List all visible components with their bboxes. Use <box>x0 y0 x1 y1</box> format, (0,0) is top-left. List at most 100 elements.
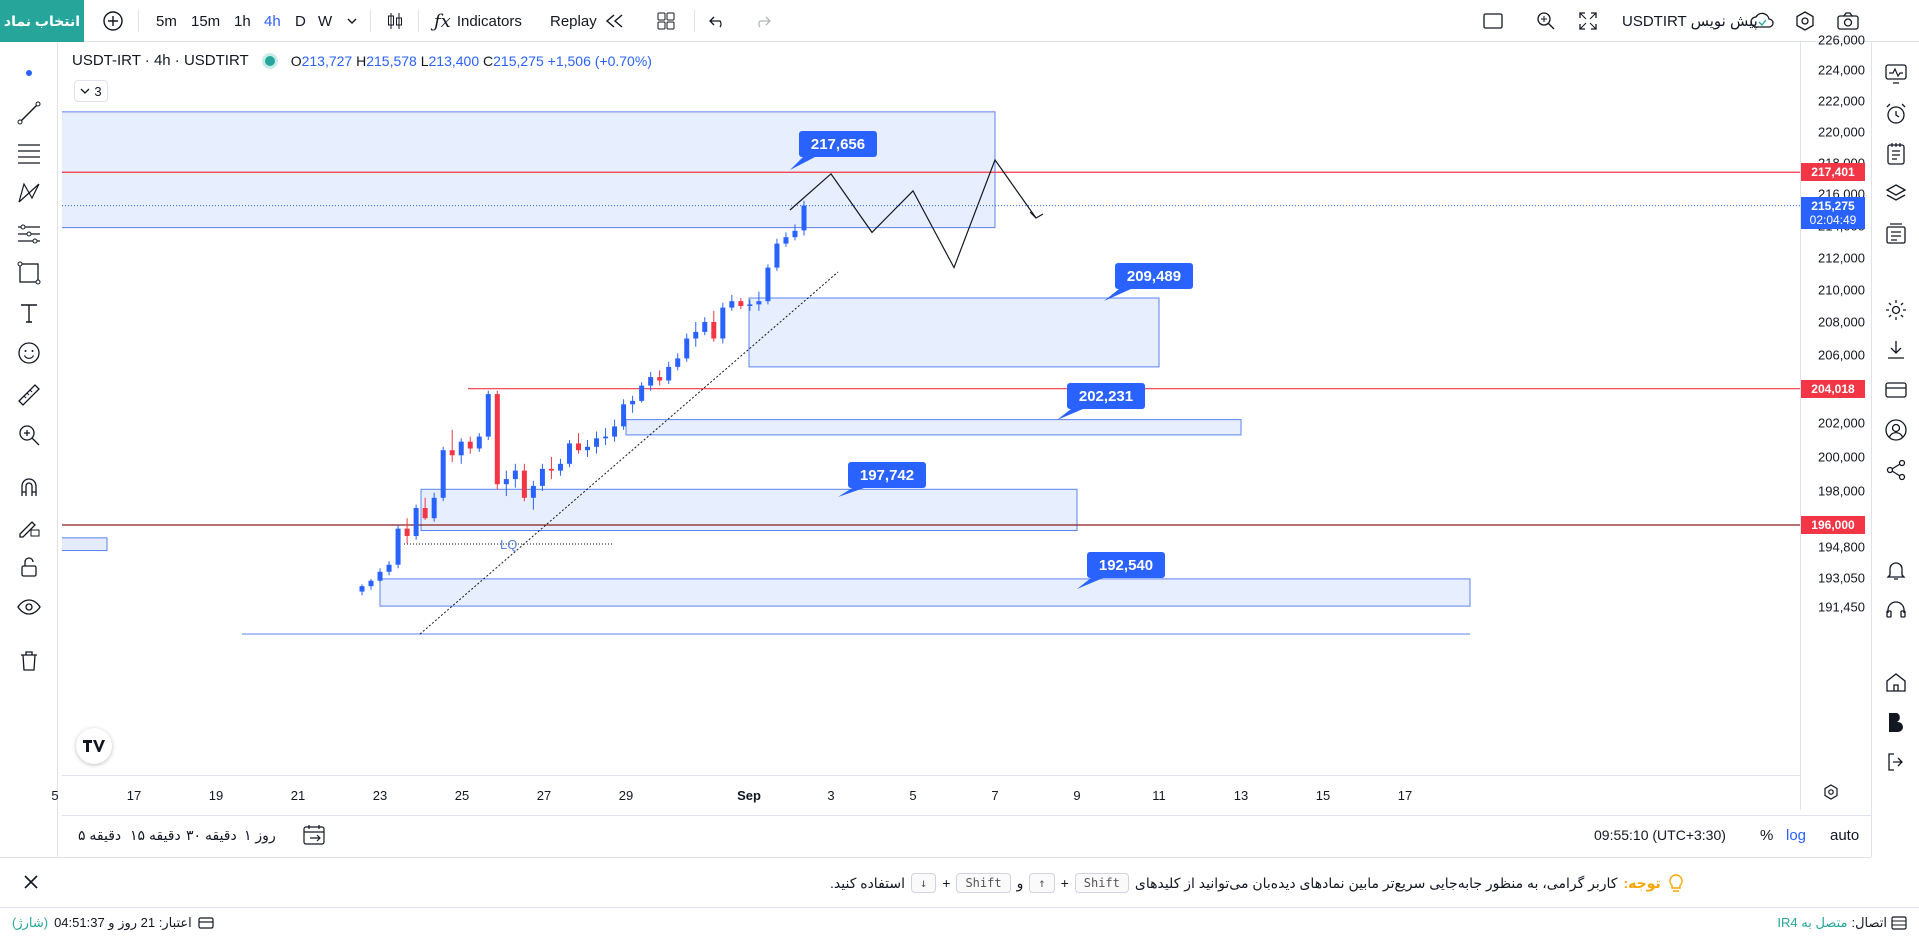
percent-toggle[interactable]: % <box>1760 826 1774 844</box>
range-1d[interactable]: ۱ روز <box>244 826 276 843</box>
prediction-tool[interactable] <box>14 218 44 248</box>
chart-type-button[interactable] <box>384 0 406 42</box>
unlock-icon <box>21 557 37 577</box>
legend-symbol[interactable]: USDT-IRT · 4h · USDTIRT <box>72 52 249 69</box>
monitor-button[interactable] <box>1882 60 1910 88</box>
interval-dropdown[interactable] <box>346 0 358 42</box>
interval-5m[interactable]: 5m <box>156 12 177 30</box>
home-button[interactable] <box>1882 668 1910 696</box>
download-button[interactable] <box>1882 336 1910 364</box>
fib-tool[interactable] <box>14 138 44 168</box>
candle-body <box>756 301 762 305</box>
trendline-tool[interactable] <box>14 98 44 128</box>
price-chart[interactable]: LQ 217,656 209,489 202,231 197,742 192,540 <box>62 42 1800 775</box>
profile-button[interactable] <box>1882 416 1910 444</box>
settings-side-button[interactable] <box>1882 296 1910 324</box>
visibility-tool[interactable] <box>14 592 44 622</box>
price-axis[interactable]: 226,000224,000222,000220,000218,000216,0… <box>1800 33 1871 810</box>
zoom-in-icon <box>19 425 40 446</box>
alerts-button[interactable] <box>1882 100 1910 128</box>
replay-button[interactable]: Replay <box>550 0 627 42</box>
drawing-mode-tool[interactable] <box>14 512 44 542</box>
pattern-tool[interactable] <box>14 178 44 208</box>
price-label-0[interactable]: 217,656 <box>790 131 877 170</box>
add-symbol-button[interactable] <box>102 0 124 42</box>
notice-bar: توجه: کاربر گرامی، به منظور جابه‌جایی سر… <box>0 857 1871 907</box>
emoji-tool[interactable] <box>14 338 44 368</box>
key-down: ↓ <box>911 873 937 893</box>
price-label-4[interactable]: 192,540 <box>1077 552 1165 589</box>
price-label-1[interactable]: 209,489 <box>1104 263 1193 301</box>
connection-status: اتصال: متصل به IR4 <box>1777 915 1907 931</box>
layers-button[interactable] <box>1882 180 1910 208</box>
magnet-tool[interactable] <box>14 472 44 502</box>
ruler-tool[interactable] <box>14 380 44 410</box>
watchlist-button[interactable] <box>1882 220 1910 248</box>
candle-body <box>765 267 771 302</box>
range-30m[interactable]: ۳۰ دقیقه <box>186 826 237 843</box>
indicators-button[interactable]: ƒx Indicators <box>434 0 522 42</box>
interval-4h[interactable]: 4h <box>264 12 281 30</box>
interval-d[interactable]: D <box>295 12 306 30</box>
smiley-icon <box>18 342 40 364</box>
share-button[interactable] <box>1882 456 1910 484</box>
notes-button[interactable] <box>1882 140 1910 168</box>
open-label: O <box>290 52 302 69</box>
fullscreen-button[interactable] <box>1578 0 1598 42</box>
candle-body <box>359 586 365 592</box>
settings-button[interactable] <box>1794 0 1816 42</box>
time-tick: 19 <box>208 788 224 803</box>
symbol-select-button[interactable]: انتخاب نماد <box>0 0 84 42</box>
log-toggle[interactable]: log <box>1786 826 1807 844</box>
plus-circle-icon <box>103 11 123 31</box>
plus-sign-2: + <box>942 875 951 891</box>
candle-body <box>621 404 627 427</box>
interval-15m[interactable]: 15m <box>191 12 221 30</box>
exit-button[interactable] <box>1882 748 1910 776</box>
candle-body <box>612 426 618 437</box>
cloud-save-button[interactable] <box>1748 0 1776 42</box>
lock-tool[interactable] <box>14 552 44 582</box>
text-tool[interactable] <box>14 298 44 328</box>
interval-w[interactable]: W <box>318 12 333 30</box>
tradingview-logo[interactable] <box>76 728 112 764</box>
range-5m[interactable]: ۵ دقیقه <box>78 826 122 843</box>
candle-body <box>675 358 681 367</box>
divider <box>138 10 139 32</box>
divider <box>418 10 419 32</box>
headset-icon <box>1886 601 1906 618</box>
clock-timezone[interactable]: 09:55:10 (UTC+3:30) <box>1594 827 1726 843</box>
zoom-tool[interactable] <box>14 420 44 450</box>
undo-button[interactable] <box>708 0 728 42</box>
rectangle-icon <box>17 261 41 285</box>
delete-tool[interactable] <box>14 646 44 676</box>
auto-toggle[interactable]: auto <box>1830 826 1860 844</box>
brand-button[interactable] <box>1882 708 1910 736</box>
range-15m[interactable]: ۱۵ دقیقه <box>130 826 181 843</box>
interval-1h[interactable]: 1h <box>234 12 251 30</box>
home-icon <box>1886 673 1906 692</box>
price-label-2[interactable]: 202,231 <box>1057 383 1145 420</box>
date-range-button[interactable] <box>302 816 328 854</box>
legend-collapse-button[interactable]: 3 <box>74 80 108 102</box>
price-tag: 204,018 <box>1801 379 1865 398</box>
fullscreen-box-button[interactable] <box>1482 0 1504 42</box>
shapes-tool[interactable] <box>14 258 44 288</box>
layout-button[interactable] <box>656 0 676 42</box>
scale-settings-button[interactable] <box>1822 783 1840 806</box>
notifications-button[interactable] <box>1882 556 1910 584</box>
snapshot-button[interactable] <box>1836 0 1860 42</box>
price-label-3[interactable]: 197,742 <box>838 462 926 497</box>
support-button[interactable] <box>1882 596 1910 624</box>
market-status-dot <box>264 55 275 66</box>
close-notice-button[interactable] <box>21 872 41 897</box>
cursor-dot-tool[interactable] <box>14 58 44 88</box>
candle-body <box>548 468 554 471</box>
time-axis[interactable]: 5 17 19 21 23 25 27 29 Sep 3 5 7 9 11 13 15 17 <box>51 775 1800 810</box>
quick-search-button[interactable] <box>1535 0 1557 42</box>
candle-body <box>792 230 798 238</box>
symbol-name-label[interactable]: USDTIRT پیش نویس <box>1622 13 1758 30</box>
redo-button[interactable] <box>752 0 772 42</box>
recharge-link[interactable]: (شارژ) <box>12 915 49 930</box>
wallet-button[interactable] <box>1882 376 1910 404</box>
